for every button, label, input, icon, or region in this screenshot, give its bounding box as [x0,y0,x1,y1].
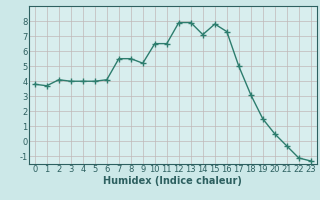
X-axis label: Humidex (Indice chaleur): Humidex (Indice chaleur) [103,176,242,186]
